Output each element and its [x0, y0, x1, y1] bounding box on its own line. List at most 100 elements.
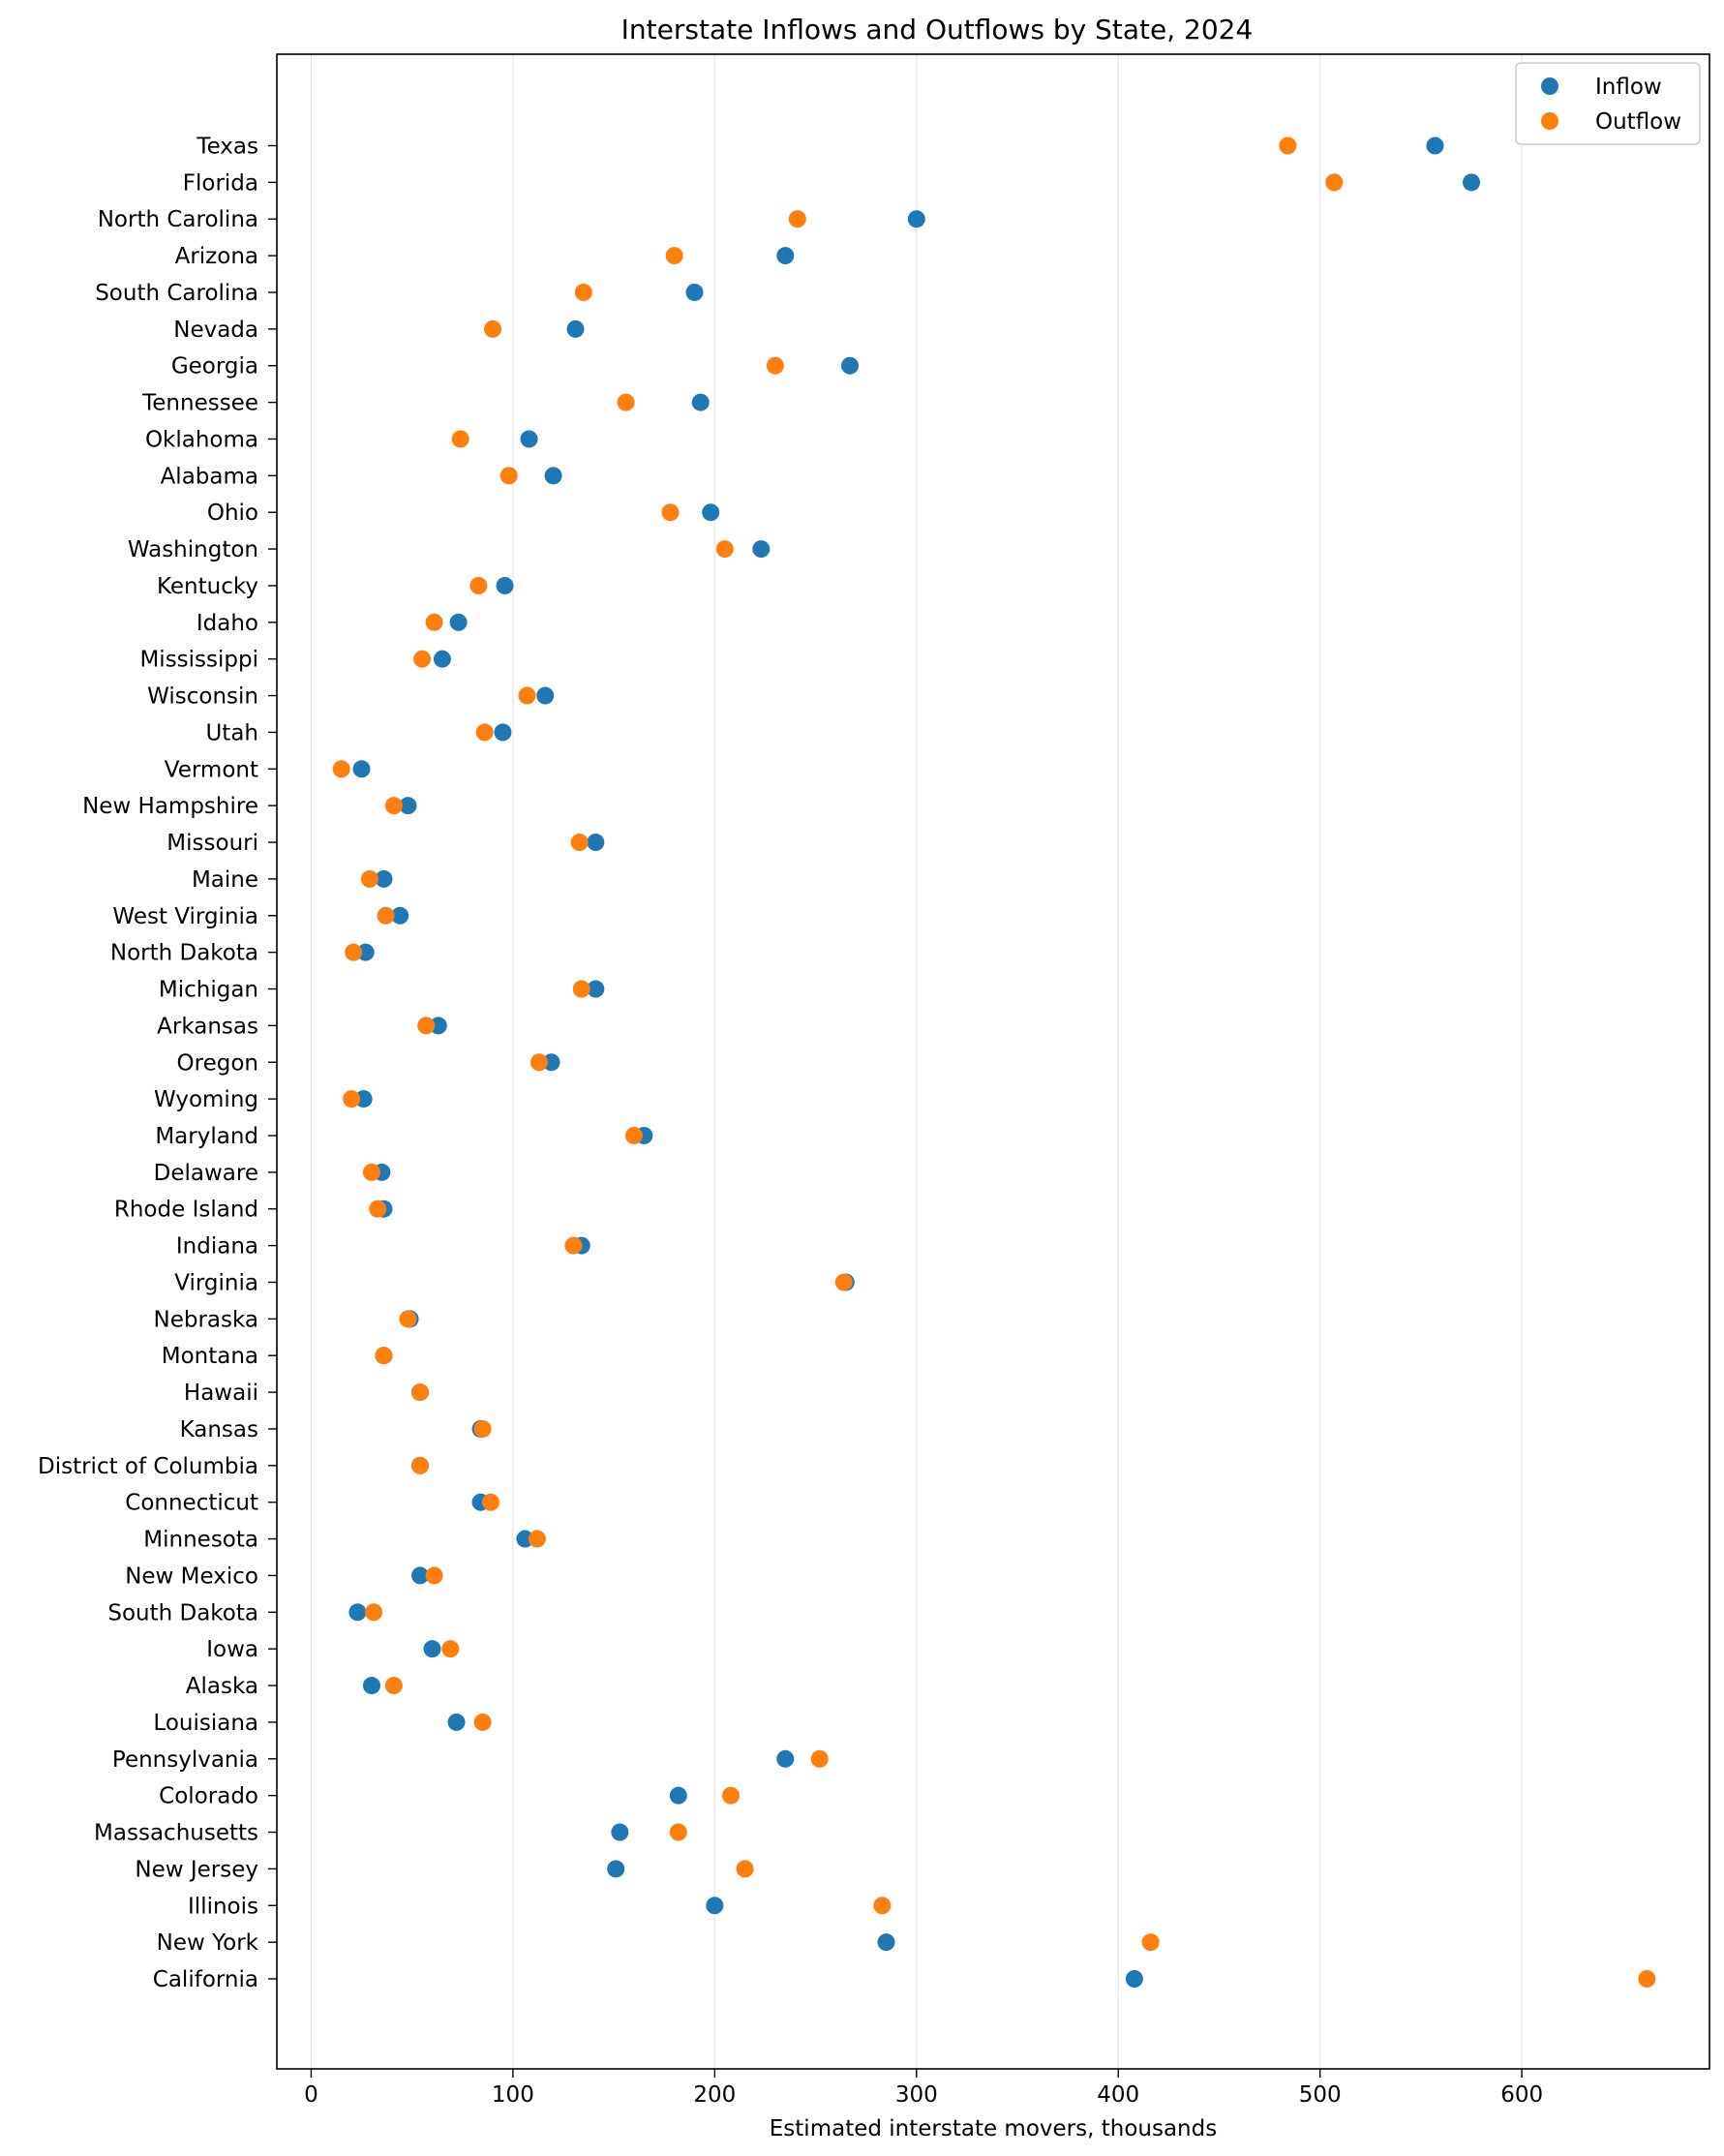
point-outflow	[425, 613, 443, 631]
point-inflow	[542, 1053, 560, 1072]
point-outflow	[529, 1053, 548, 1072]
plot-area	[276, 53, 1710, 2070]
point-outflow	[736, 1860, 754, 1878]
point-outflow	[399, 1310, 417, 1328]
y-tick-label: Texas	[196, 135, 258, 160]
x-tick-label: 200	[693, 2082, 736, 2108]
point-inflow	[516, 1530, 534, 1548]
y-tick-label: Iowa	[206, 1637, 258, 1662]
point-inflow	[702, 503, 720, 522]
point-outflow	[788, 210, 806, 228]
point-outflow	[572, 980, 590, 998]
y-tick-label: South Carolina	[95, 281, 258, 306]
point-outflow	[834, 1273, 853, 1291]
point-inflow	[520, 430, 538, 448]
legend-marker-outflow	[1541, 112, 1558, 130]
y-tick-label: Missouri	[166, 831, 258, 856]
point-inflow	[411, 1566, 429, 1585]
y-tick-label: Kansas	[180, 1417, 258, 1442]
y-tick-label: Ohio	[207, 501, 258, 526]
point-inflow	[494, 723, 512, 742]
point-outflow	[425, 1566, 443, 1585]
point-outflow	[873, 1897, 892, 1915]
point-inflow	[447, 1713, 466, 1731]
y-tick-label: Hawaii	[184, 1381, 258, 1406]
legend-label-inflow: Inflow	[1595, 75, 1662, 100]
x-tick-label: 100	[492, 2082, 534, 2108]
point-outflow	[766, 356, 784, 375]
point-inflow	[375, 869, 393, 888]
point-inflow	[691, 393, 710, 411]
point-inflow	[429, 1017, 447, 1035]
point-outflow	[518, 686, 536, 705]
y-tick-label: South Dakota	[107, 1600, 258, 1625]
y-tick-label: Idaho	[197, 611, 258, 636]
y-tick-label: Minnesota	[143, 1528, 258, 1553]
point-inflow	[587, 980, 605, 998]
y-tick-label: Indiana	[176, 1234, 258, 1260]
point-inflow	[354, 1090, 373, 1108]
point-inflow	[352, 760, 371, 778]
point-inflow	[496, 576, 514, 594]
point-outflow	[332, 760, 350, 778]
y-tick-label: Virginia	[174, 1270, 258, 1295]
point-inflow	[752, 540, 771, 559]
y-tick-label: Arizona	[175, 244, 258, 269]
y-tick-label: Alabama	[161, 464, 258, 489]
x-axis: 0 100 200 300 400 500 600	[304, 2069, 1543, 2108]
y-tick-label: Mississippi	[139, 648, 258, 673]
y-tick-label: Louisiana	[153, 1711, 258, 1736]
point-outflow	[362, 1163, 380, 1181]
point-outflow	[661, 503, 680, 522]
point-outflow	[481, 1493, 499, 1511]
point-inflow	[1463, 173, 1481, 192]
point-outflow	[624, 1126, 643, 1144]
point-outflow	[473, 1713, 492, 1731]
y-tick-label: Illinois	[188, 1894, 258, 1919]
y-axis: Texas Florida North Carolina Arizona South C…	[38, 135, 277, 1992]
point-outflow	[1638, 1970, 1656, 1988]
point-inflow	[877, 1933, 895, 1952]
point-outflow	[564, 1236, 583, 1255]
y-tick-label: California	[153, 1967, 258, 1992]
point-outflow	[375, 1347, 393, 1365]
point-inflow	[433, 650, 451, 668]
y-tick-label: Maryland	[155, 1124, 258, 1149]
point-outflow	[451, 430, 469, 448]
point-outflow	[665, 247, 683, 265]
y-tick-label: New York	[157, 1930, 259, 1956]
point-inflow	[706, 1897, 724, 1915]
point-outflow	[484, 319, 502, 338]
y-tick-label: Utah	[205, 720, 258, 745]
point-inflow	[348, 1603, 367, 1622]
y-tick-label: Montana	[162, 1344, 258, 1369]
point-inflow	[399, 797, 417, 815]
legend-marker-inflow	[1541, 77, 1558, 95]
point-outflow	[369, 1199, 387, 1218]
x-tick-label: 0	[304, 2082, 318, 2108]
y-tick-label: Maine	[192, 867, 258, 893]
y-tick-label: North Dakota	[110, 941, 258, 966]
point-outflow	[384, 797, 403, 815]
y-tick-label: New Jersey	[135, 1857, 258, 1882]
grid-lines	[310, 54, 1523, 2069]
point-outflow	[411, 1456, 429, 1474]
point-inflow	[391, 906, 409, 925]
point-inflow	[1125, 1970, 1143, 1988]
y-tick-label: Tennessee	[141, 391, 258, 416]
point-inflow	[611, 1823, 629, 1841]
point-inflow	[587, 834, 605, 852]
x-tick-label: 300	[895, 2082, 938, 2108]
point-outflow	[574, 283, 592, 301]
point-inflow	[776, 247, 795, 265]
x-tick-label: 500	[1299, 2082, 1342, 2108]
point-outflow	[411, 1383, 429, 1402]
y-tick-label: New Hampshire	[82, 794, 258, 819]
point-outflow	[715, 540, 734, 559]
x-axis-label: Estimated interstate movers, thousands	[770, 2116, 1217, 2141]
point-inflow	[776, 1749, 795, 1768]
point-outflow	[377, 906, 395, 925]
y-tick-label: New Mexico	[125, 1564, 258, 1589]
point-inflow	[362, 1677, 380, 1695]
